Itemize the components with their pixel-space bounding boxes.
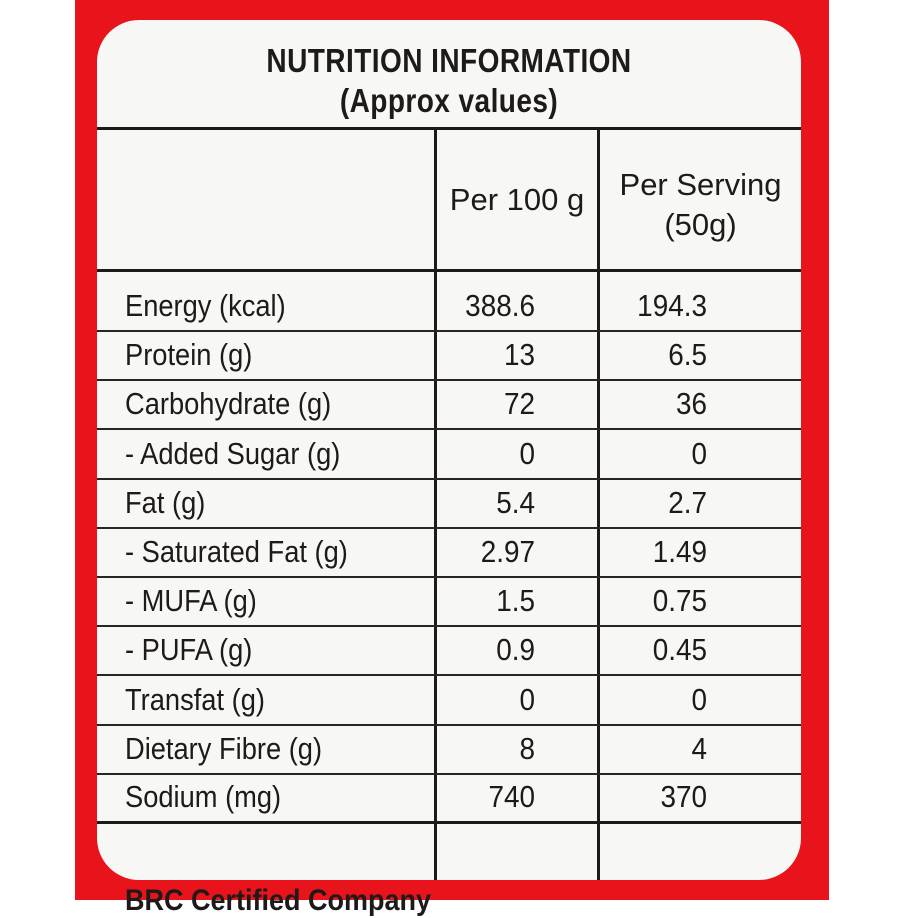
table-row: - PUFA (g) 0.9 0.45 [97, 626, 801, 676]
serving-size-label: (50g) [664, 207, 737, 242]
nutrient-label: Protein (g) [125, 337, 253, 372]
per-serving-value: 1.49 [652, 534, 707, 569]
per-100g-value: 388.6 [465, 288, 535, 323]
per-100g-value: 72 [503, 386, 535, 421]
nutrition-table-panel: NUTRITION INFORMATION (Approx values) Pe… [97, 20, 801, 880]
nutrient-label: Fat (g) [125, 485, 206, 520]
row-divider [97, 428, 801, 430]
per-serving-value: 0.45 [652, 632, 707, 667]
table-row: Protein (g) 13 6.5 [97, 331, 801, 381]
row-divider [97, 625, 801, 627]
column-divider [597, 128, 600, 880]
column-header-per-100g: Per 100 g [449, 182, 585, 217]
column-header-per-serving: Per Serving (50g) [600, 165, 801, 245]
table-row: - Saturated Fat (g) 2.97 1.49 [97, 528, 801, 578]
per-serving-value: 6.5 [668, 337, 707, 372]
divider [97, 821, 801, 824]
per-serving-label: Per Serving [619, 167, 782, 202]
footer-text: BRC Certified Company [125, 884, 432, 917]
row-divider [97, 773, 801, 775]
nutrient-label: Transfat (g) [125, 682, 265, 717]
per-100g-value: 0.9 [496, 632, 535, 667]
divider [97, 269, 801, 272]
table-row: Energy (kcal) 388.6 194.3 [97, 282, 801, 332]
per-100g-value: 740 [488, 779, 535, 814]
nutrient-label: - MUFA (g) [125, 583, 257, 618]
nutrient-label: Carbohydrate (g) [125, 386, 332, 421]
per-100g-value: 13 [503, 337, 535, 372]
row-divider [97, 330, 801, 332]
per-100g-value: 1.5 [496, 583, 535, 618]
per-serving-value: 36 [675, 386, 707, 421]
row-divider [97, 379, 801, 381]
per-serving-value: 370 [660, 779, 707, 814]
row-divider [97, 674, 801, 676]
per-serving-value: 2.7 [668, 485, 707, 520]
divider [97, 127, 801, 130]
nutrient-label: - PUFA (g) [125, 632, 253, 667]
table-row: Dietary Fibre (g) 8 4 [97, 725, 801, 775]
table-subtitle: (Approx values) [339, 82, 559, 119]
table-row: Transfat (g) 0 0 [97, 676, 801, 726]
nutrient-label: Sodium (mg) [125, 779, 282, 814]
per-100g-value: 0 [519, 436, 535, 471]
per-100g-value: 0 [519, 682, 535, 717]
row-divider [97, 478, 801, 480]
per-serving-value: 0.75 [652, 583, 707, 618]
per-serving-value: 194.3 [637, 288, 707, 323]
per-serving-value: 4 [691, 731, 707, 766]
nutrient-label: Energy (kcal) [125, 288, 286, 323]
table-row: - MUFA (g) 1.5 0.75 [97, 577, 801, 627]
nutrient-label: - Saturated Fat (g) [125, 534, 348, 569]
table-row: Carbohydrate (g) 72 36 [97, 380, 801, 430]
table-title: NUTRITION INFORMATION [266, 42, 632, 79]
table-row: Fat (g) 5.4 2.7 [97, 479, 801, 529]
row-divider [97, 724, 801, 726]
row-divider [97, 527, 801, 529]
per-100g-value: 8 [519, 731, 535, 766]
nutrient-label: - Added Sugar (g) [125, 436, 341, 471]
column-divider [434, 128, 437, 880]
table-row: - Added Sugar (g) 0 0 [97, 430, 801, 480]
nutrient-label: Dietary Fibre (g) [125, 731, 323, 766]
per-serving-value: 0 [691, 682, 707, 717]
row-divider [97, 576, 801, 578]
per-100g-value: 2.97 [480, 534, 535, 569]
per-100g-value: 5.4 [496, 485, 535, 520]
table-row: Sodium (mg) 740 370 [97, 773, 801, 822]
per-serving-value: 0 [691, 436, 707, 471]
